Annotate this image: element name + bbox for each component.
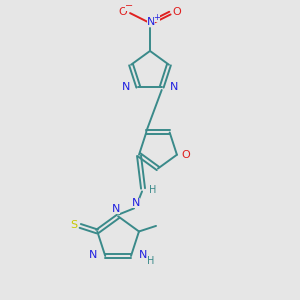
Text: H: H xyxy=(149,185,157,195)
Text: O: O xyxy=(119,7,128,17)
Text: N: N xyxy=(122,82,130,92)
Text: N: N xyxy=(132,198,140,208)
Text: N: N xyxy=(112,204,120,214)
Text: O: O xyxy=(172,7,181,17)
Text: O: O xyxy=(182,150,190,160)
Text: N: N xyxy=(147,17,155,27)
Text: N: N xyxy=(170,82,178,92)
Text: −: − xyxy=(125,1,133,11)
Text: S: S xyxy=(71,220,78,230)
Text: N: N xyxy=(139,250,147,260)
Text: H: H xyxy=(147,256,154,266)
Text: +: + xyxy=(154,13,160,22)
Text: N: N xyxy=(89,250,97,260)
